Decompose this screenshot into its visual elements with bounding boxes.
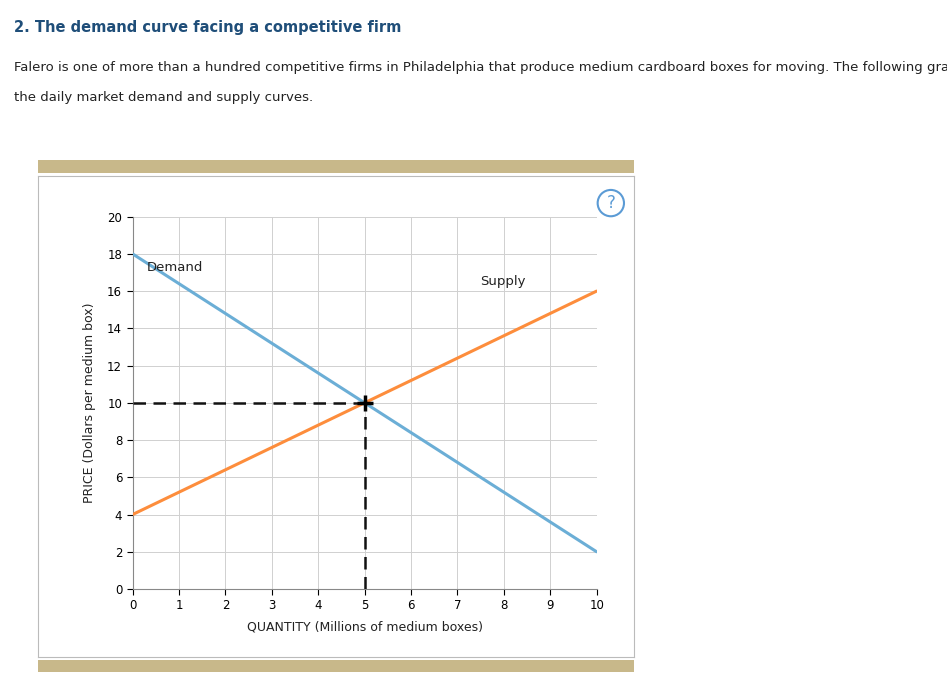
Text: the daily market demand and supply curves.: the daily market demand and supply curve…	[14, 91, 313, 104]
Text: 2. The demand curve facing a competitive firm: 2. The demand curve facing a competitive…	[14, 20, 402, 35]
Text: Falero is one of more than a hundred competitive firms in Philadelphia that prod: Falero is one of more than a hundred com…	[14, 61, 947, 74]
Y-axis label: PRICE (Dollars per medium box): PRICE (Dollars per medium box)	[83, 303, 96, 503]
Text: ?: ?	[606, 194, 616, 212]
Text: Demand: Demand	[147, 261, 203, 274]
X-axis label: QUANTITY (Millions of medium boxes): QUANTITY (Millions of medium boxes)	[246, 621, 483, 634]
Text: Supply: Supply	[481, 276, 527, 288]
